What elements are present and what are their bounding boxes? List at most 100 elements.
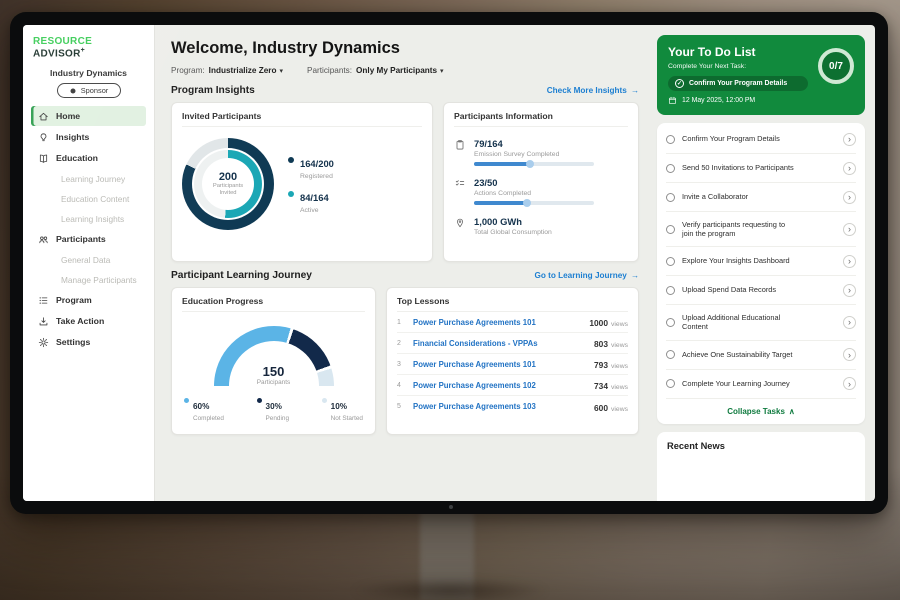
lesson-row: 5 Power Purchase Agreements 103 600 views <box>397 396 628 417</box>
lesson-rank: 2 <box>397 339 401 347</box>
task-item[interactable]: Send 50 Invitations to Participants › <box>666 154 856 183</box>
task-item[interactable]: Achieve One Sustainability Target › <box>666 341 856 370</box>
legend-label: Pending <box>265 415 290 422</box>
task-item[interactable]: Invite a Collaborator › <box>666 183 856 212</box>
lesson-row: 1 Power Purchase Agreements 101 1000 view… <box>397 312 628 333</box>
task-label: Invite a Collaborator <box>682 192 749 202</box>
task-label: Achieve One Sustainability Target <box>682 349 793 359</box>
legend-label: Not Started <box>330 415 363 422</box>
lesson-title-link[interactable]: Power Purchase Agreements 101 <box>413 317 536 327</box>
task-checkbox[interactable] <box>666 285 675 295</box>
education-progress-card: Education Progress 150 Participants <box>171 287 376 435</box>
lesson-row: 3 Power Purchase Agreements 101 793 views <box>397 354 628 375</box>
sidebar-item-label: Settings <box>56 337 91 348</box>
lesson-row: 2 Financial Considerations - VPPAs 803 vi… <box>397 333 628 354</box>
lesson-title-link[interactable]: Power Purchase Agreements 101 <box>413 359 536 369</box>
sidebar-item-education-content[interactable]: Education Content <box>31 189 146 208</box>
task-list-card: Confirm Your Program Details › Send 50 I… <box>657 123 865 424</box>
legend-item-pending: 30% Pending <box>256 396 290 422</box>
learning-cards-row: Education Progress 150 Participants <box>171 287 639 435</box>
org-name: Industry Dynamics <box>50 68 127 79</box>
task-checkbox[interactable] <box>666 256 675 266</box>
main-content: Welcome, Industry Dynamics Program: Indus… <box>155 25 651 501</box>
sidebar-item-insights[interactable]: Insights <box>31 127 146 147</box>
lesson-title-link[interactable]: Financial Considerations - VPPAs <box>413 338 538 348</box>
chevron-right-icon[interactable]: › <box>843 190 856 204</box>
donut-center-label: Participants Invited <box>212 183 244 196</box>
check-icon: ✓ <box>675 79 684 88</box>
lesson-title-link[interactable]: Power Purchase Agreements 102 <box>413 380 536 390</box>
task-checkbox[interactable] <box>666 350 675 359</box>
program-filter[interactable]: Program: Industrialize Zero ▾ <box>171 66 283 75</box>
task-item[interactable]: Upload Additional Educational Content › <box>666 305 856 341</box>
sidebar-item-home[interactable]: Home <box>31 106 146 127</box>
task-item[interactable]: Complete Your Learning Journey › <box>666 370 856 399</box>
todo-summary-card: Your To Do List Complete Your Next Task:… <box>657 35 865 115</box>
chevron-right-icon[interactable]: › <box>843 222 856 236</box>
gear-icon <box>38 337 49 348</box>
lesson-views-suffix: views <box>611 342 628 349</box>
chevron-right-icon[interactable]: › <box>843 132 856 146</box>
filter-bar: Program: Industrialize Zero ▾ Participants… <box>171 66 639 75</box>
sidebar-item-program[interactable]: Program <box>31 290 146 310</box>
participants-filter[interactable]: Participants: Only My Participants ▾ <box>307 66 444 75</box>
sidebar-item-label: Education <box>56 153 98 164</box>
logo-resource: RESOURCE <box>33 36 93 47</box>
legend-item-not-started: 10% Not Started <box>321 396 363 422</box>
sidebar-item-label: Education Content <box>61 193 130 204</box>
task-item[interactable]: Verify participants requesting to join t… <box>666 212 856 248</box>
task-checkbox[interactable] <box>666 163 675 173</box>
participants-filter-value: Only My Participants <box>356 66 438 75</box>
gauge-center-label: Participants <box>256 379 291 386</box>
collapse-label: Collapse Tasks <box>727 406 785 416</box>
invited-donut-chart: 200 Participants Invited <box>182 138 274 230</box>
task-checkbox[interactable] <box>666 134 675 144</box>
task-checkbox[interactable] <box>666 317 675 327</box>
chevron-right-icon[interactable]: › <box>843 377 856 390</box>
task-item[interactable]: Explore Your Insights Dashboard › <box>666 247 856 277</box>
collapse-tasks-button[interactable]: Collapse Tasks ∧ <box>666 399 856 419</box>
donut-legend: 164/200 Registered 84/164 Active <box>288 146 334 222</box>
sidebar-item-take-action[interactable]: Take Action <box>31 311 146 331</box>
link-label: Go to Learning Journey <box>534 271 627 280</box>
todo-panel: Your To Do List Complete Your Next Task:… <box>651 25 875 501</box>
sidebar-item-settings[interactable]: Settings <box>31 332 146 352</box>
sponsor-badge[interactable]: Sponsor <box>56 83 121 99</box>
sidebar-item-general-data[interactable]: General Data <box>31 250 146 269</box>
sidebar-item-manage-participants[interactable]: Manage Participants <box>31 270 146 289</box>
lesson-title-link[interactable]: Power Purchase Agreements 103 <box>413 402 536 411</box>
top-lessons-card: Top Lessons 1 Power Purchase Agreements … <box>386 287 639 435</box>
legend-dot <box>321 398 327 403</box>
lesson-views: 793 <box>594 360 608 370</box>
lesson-rank: 1 <box>397 318 401 326</box>
task-item[interactable]: Upload Spend Data Records › <box>666 276 856 306</box>
next-task-pill[interactable]: ✓ Confirm Your Program Details <box>668 76 808 91</box>
chevron-right-icon[interactable]: › <box>843 283 856 297</box>
task-checkbox[interactable] <box>666 192 675 202</box>
chevron-right-icon[interactable]: › <box>843 254 856 268</box>
lesson-views-suffix: views <box>611 384 628 391</box>
logo-advisor: ADVISOR <box>33 48 81 60</box>
sidebar-item-learning-journey[interactable]: Learning Journey <box>31 169 146 188</box>
task-item[interactable]: Confirm Your Program Details › <box>666 125 856 154</box>
lesson-rank: 5 <box>397 403 401 410</box>
sidebar-item-education[interactable]: Education <box>31 148 146 168</box>
check-more-insights-link[interactable]: Check More Insights → <box>547 86 639 95</box>
task-checkbox[interactable] <box>666 224 675 234</box>
sidebar-item-participants[interactable]: Participants <box>31 229 146 249</box>
chevron-down-icon: ▾ <box>279 68 283 75</box>
sidebar-item-label: Learning Insights <box>61 213 125 224</box>
next-task-label: Confirm Your Program Details <box>689 80 788 87</box>
donut-center-value: 200 <box>218 171 238 184</box>
sidebar-item-label: General Data <box>61 254 111 265</box>
info-row-actions: 23/50 Actions Completed <box>454 177 628 207</box>
participants-filter-label: Participants: <box>306 66 353 75</box>
chevron-right-icon[interactable]: › <box>843 315 856 329</box>
stand-shadow <box>350 578 550 600</box>
sidebar-item-learning-insights[interactable]: Learning Insights <box>31 209 146 228</box>
action-icon <box>39 317 48 326</box>
task-checkbox[interactable] <box>666 379 675 388</box>
chevron-right-icon[interactable]: › <box>843 348 856 361</box>
go-to-learning-journey-link[interactable]: Go to Learning Journey → <box>534 271 639 280</box>
chevron-right-icon[interactable]: › <box>843 161 856 175</box>
